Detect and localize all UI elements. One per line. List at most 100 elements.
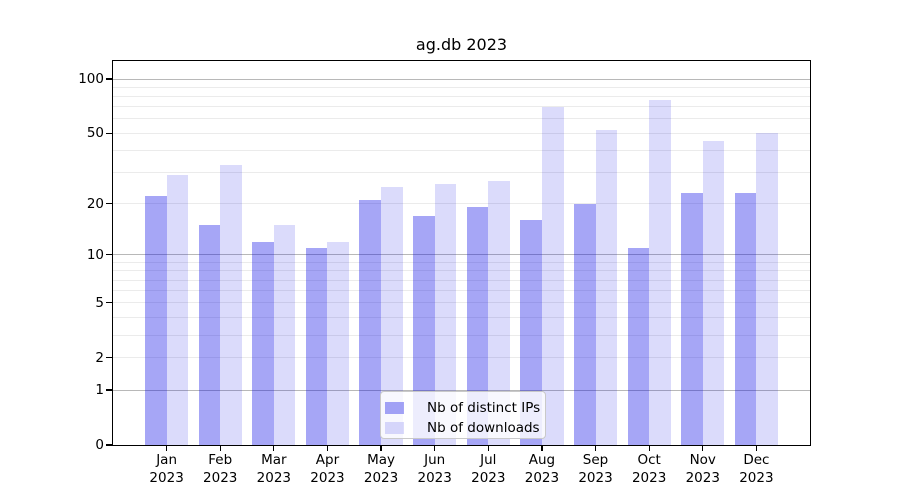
bar-dec-distinct-ips bbox=[734, 192, 757, 445]
gridline-minor bbox=[113, 172, 810, 174]
gridline-minor bbox=[113, 96, 810, 97]
bar-aug-distinct-ips bbox=[520, 220, 542, 445]
x-tick-label-sep: Sep 2023 bbox=[564, 452, 628, 487]
x-tick-month: Oct bbox=[637, 452, 661, 468]
bar-jun-downloads bbox=[434, 183, 457, 445]
bars-layer bbox=[113, 61, 810, 445]
x-tick-year: 2023 bbox=[256, 469, 292, 486]
bar-dec-downloads bbox=[756, 133, 778, 445]
gridline-minor bbox=[113, 86, 810, 88]
bar-may-distinct-ips bbox=[359, 199, 382, 445]
bar-oct-distinct-ips bbox=[627, 247, 650, 445]
gridline-minor bbox=[113, 270, 810, 272]
bar-may-downloads bbox=[381, 186, 403, 445]
bar-oct-downloads bbox=[649, 99, 671, 445]
x-tick-label-jul: Jul 2023 bbox=[456, 452, 520, 487]
bar-feb-distinct-ips bbox=[198, 225, 221, 445]
gridline-minor bbox=[113, 203, 810, 205]
x-tick-month: Mar bbox=[261, 452, 287, 468]
bar-sep-downloads bbox=[595, 130, 618, 445]
legend-item-downloads: Nb of downloads bbox=[385, 418, 545, 438]
y-tick-mark bbox=[106, 202, 112, 205]
x-tick-label-mar: Mar 2023 bbox=[242, 452, 306, 487]
bar-mar-downloads bbox=[273, 225, 296, 445]
bar-jan-downloads bbox=[166, 175, 189, 445]
x-tick-month: May bbox=[367, 452, 396, 468]
x-tick-year: 2023 bbox=[471, 469, 506, 486]
bar-jun-distinct-ips bbox=[413, 215, 435, 445]
y-tick-label: 10 bbox=[86, 246, 104, 263]
bar-sep-distinct-ips bbox=[573, 203, 596, 445]
gridlines-layer bbox=[113, 61, 810, 445]
x-tick-year: 2023 bbox=[739, 469, 774, 486]
x-tick-month: Apr bbox=[315, 452, 340, 468]
x-tick-year: 2023 bbox=[310, 469, 345, 486]
gridline-minor bbox=[113, 302, 810, 304]
legend-swatch-downloads bbox=[385, 422, 404, 434]
x-tick-label-apr: Apr 2023 bbox=[295, 452, 359, 487]
y-tick-mark bbox=[106, 302, 112, 304]
x-tick-mark bbox=[702, 446, 704, 451]
gridline-major bbox=[113, 78, 810, 80]
y-tick-label: 5 bbox=[95, 294, 104, 311]
legend-label-downloads: Nb of downloads bbox=[427, 420, 540, 436]
x-tick-year: 2023 bbox=[631, 469, 667, 486]
y-tick-label: 2 bbox=[95, 349, 104, 366]
x-tick-mark bbox=[219, 446, 221, 451]
x-tick-label-oct: Oct 2023 bbox=[617, 452, 681, 487]
gridline-minor bbox=[113, 290, 810, 292]
x-tick-mark bbox=[594, 446, 597, 451]
y-tick-label: 20 bbox=[86, 195, 104, 212]
x-tick-month: Dec bbox=[743, 452, 770, 468]
gridline-minor bbox=[113, 106, 810, 108]
y-tick-mark bbox=[106, 444, 112, 446]
y-tick-mark bbox=[106, 254, 112, 256]
chart-title: ag.db 2023 bbox=[415, 35, 508, 54]
bar-aug-downloads bbox=[541, 106, 564, 445]
y-tick-mark bbox=[106, 357, 112, 359]
x-tick-label-may: May 2023 bbox=[349, 452, 413, 487]
gridline-minor bbox=[113, 334, 810, 336]
legend-swatch-distinct-ips bbox=[385, 402, 404, 414]
x-tick-label-dec: Dec 2023 bbox=[724, 452, 788, 487]
x-tick-month: Jan bbox=[156, 452, 178, 468]
gridline-major bbox=[113, 389, 810, 391]
gridline-minor bbox=[113, 150, 810, 151]
gridline-minor bbox=[113, 118, 810, 120]
y-tick-label: 0 bbox=[95, 437, 104, 453]
legend: Nb of distinct IPs Nb of downloads bbox=[380, 391, 546, 439]
y-tick-label: 1 bbox=[95, 382, 104, 399]
bar-mar-distinct-ips bbox=[252, 241, 274, 445]
bar-jul-downloads bbox=[488, 180, 510, 445]
legend-item-distinct-ips: Nb of distinct IPs bbox=[385, 398, 545, 418]
x-tick-year: 2023 bbox=[149, 469, 184, 486]
x-tick-label-jan: Jan 2023 bbox=[135, 452, 199, 487]
x-tick-label-aug: Aug 2023 bbox=[510, 452, 574, 487]
gridline-minor bbox=[113, 316, 810, 318]
y-tick-mark bbox=[106, 132, 112, 134]
bar-apr-downloads bbox=[327, 241, 350, 445]
x-tick-label-jun: Jun 2023 bbox=[403, 452, 467, 487]
x-tick-month: Feb bbox=[208, 452, 233, 468]
gridline-minor bbox=[113, 132, 810, 134]
x-tick-label-nov: Nov 2023 bbox=[671, 452, 735, 487]
x-tick-year: 2023 bbox=[363, 469, 399, 486]
gridline-major bbox=[113, 254, 810, 256]
x-tick-mark bbox=[434, 446, 436, 451]
bar-feb-downloads bbox=[220, 165, 242, 445]
x-tick-year: 2023 bbox=[524, 469, 560, 486]
x-tick-mark bbox=[487, 446, 489, 451]
gridline-minor bbox=[113, 357, 810, 359]
bar-nov-distinct-ips bbox=[681, 192, 703, 445]
x-tick-mark bbox=[648, 446, 650, 451]
x-tick-mark bbox=[273, 446, 275, 451]
x-tick-mark bbox=[541, 446, 543, 451]
bar-jul-distinct-ips bbox=[466, 207, 489, 445]
x-tick-month: Aug bbox=[528, 452, 556, 468]
bar-nov-downloads bbox=[702, 141, 725, 445]
x-tick-mark bbox=[380, 446, 382, 451]
gridline-minor bbox=[113, 261, 810, 263]
x-tick-year: 2023 bbox=[685, 469, 720, 486]
x-tick-year: 2023 bbox=[203, 469, 238, 486]
y-tick-label: 100 bbox=[78, 71, 104, 87]
